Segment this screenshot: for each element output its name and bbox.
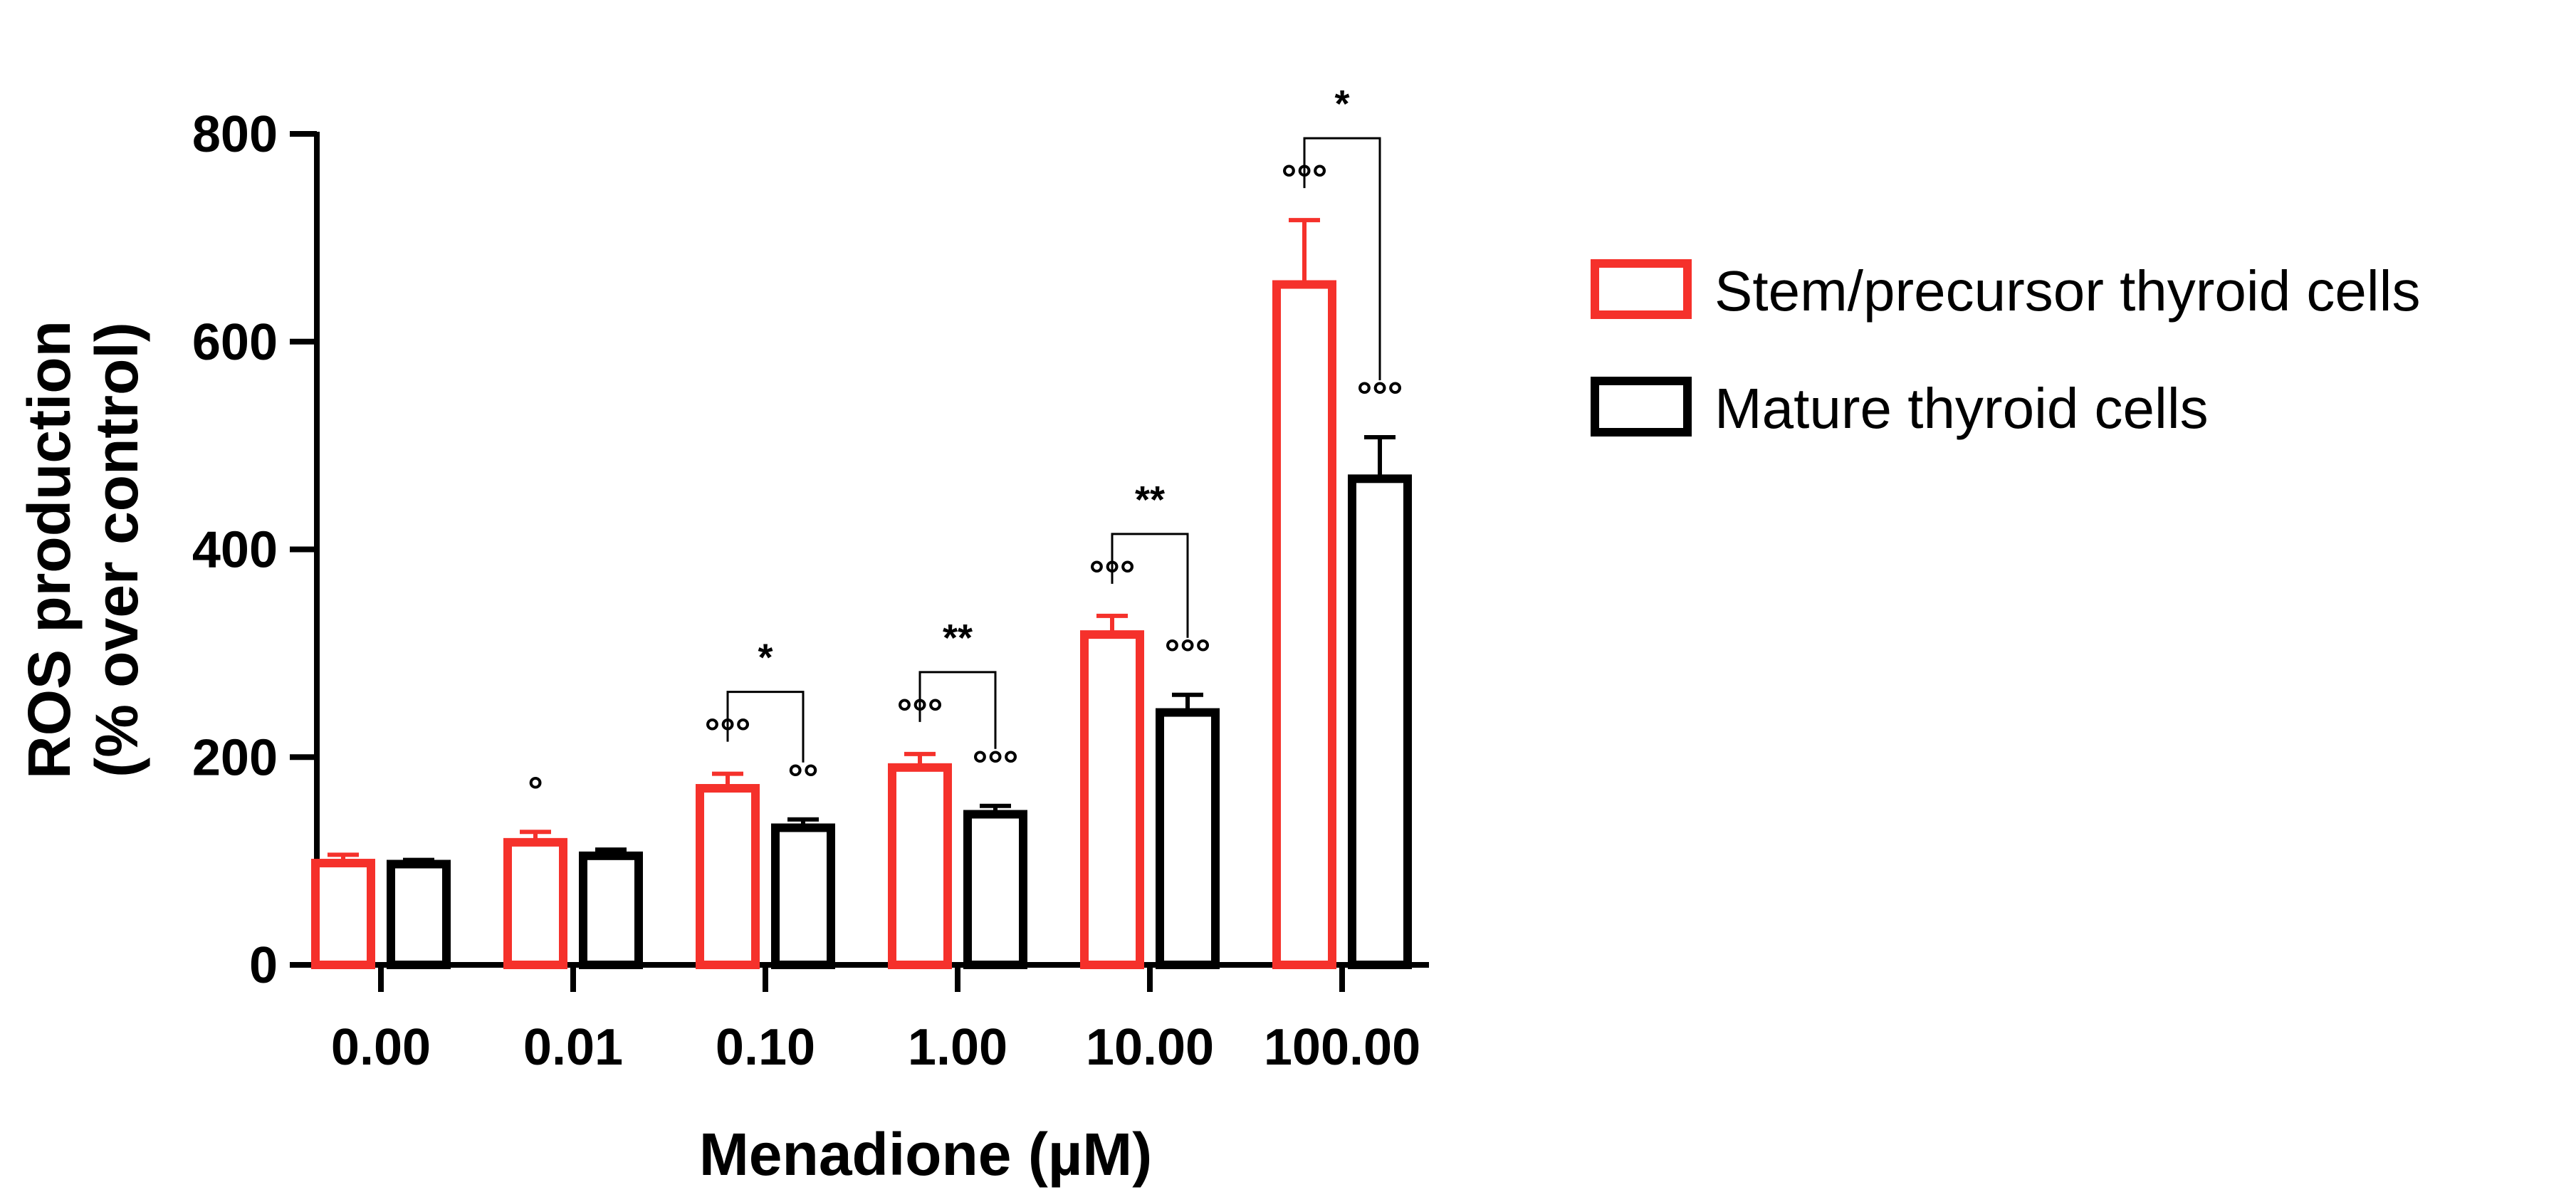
- y-tick-label: 800: [192, 106, 278, 163]
- significance-mark: °°°: [1165, 632, 1211, 675]
- significance-mark: °°°: [973, 743, 1019, 786]
- bar: [579, 851, 643, 970]
- bar: [503, 837, 567, 970]
- legend-label: Mature thyroid cells: [1714, 377, 2209, 440]
- x-tick-label: 100.00: [1264, 1019, 1420, 1076]
- y-tick-label: 400: [192, 522, 278, 579]
- bar: [1272, 280, 1336, 969]
- y-tick-label: 200: [192, 729, 278, 786]
- y-tick-label: 600: [192, 314, 278, 371]
- annotations: °°°° °°°°°°°°°°° °°°°°°°°°* *****: [528, 83, 1403, 812]
- x-tick-label: 0.01: [523, 1019, 623, 1076]
- bar: [771, 823, 835, 969]
- legend-swatch: [1591, 259, 1692, 319]
- bar: [963, 810, 1027, 969]
- bar: [1080, 630, 1144, 969]
- bar: [311, 859, 375, 969]
- x-tick-label: 1.00: [908, 1019, 1007, 1076]
- bars: [311, 218, 1412, 970]
- comparison-label: **: [943, 617, 973, 659]
- y-axis-title-line: (% over control): [83, 322, 150, 777]
- x-axis-title: Menadione (µM): [699, 1121, 1152, 1188]
- significance-mark: °: [528, 769, 543, 812]
- y-tick-label: 0: [249, 937, 278, 994]
- bar: [387, 859, 451, 969]
- comparison-bracket: [918, 671, 997, 749]
- x-tick-label: 0.00: [331, 1019, 431, 1076]
- bar: [888, 763, 952, 970]
- bar: [1156, 708, 1220, 969]
- bar: [696, 784, 760, 969]
- x-tick-label: 0.10: [716, 1019, 815, 1076]
- comparison-label: *: [1334, 83, 1349, 125]
- comparison-bracket: [726, 691, 805, 763]
- comparison-label: **: [1135, 479, 1165, 521]
- x-tick-label: 10.00: [1086, 1019, 1214, 1076]
- legend-swatch: [1591, 377, 1692, 437]
- comparison-bracket: [1303, 137, 1381, 380]
- legend-label: Stem/precursor thyroid cells: [1714, 259, 2420, 323]
- comparison-bracket: [1111, 533, 1189, 638]
- significance-mark: °°: [787, 757, 818, 800]
- y-axis: 0 200 400 600 800: [192, 106, 320, 994]
- bar: [1348, 474, 1412, 969]
- x-axis: 0.00 0.01 0.10 1.00 10.00 100.00: [314, 962, 1429, 1076]
- y-axis-title-text: ROS production(% over control): [16, 320, 150, 779]
- legend: Stem/precursor thyroid cells Mature thyro…: [1591, 259, 2420, 440]
- y-axis-title-line: ROS production: [16, 320, 83, 779]
- y-axis-title: ROS production(% over control): [16, 320, 150, 779]
- comparison-label: *: [758, 637, 773, 679]
- significance-mark: °°°: [1357, 375, 1403, 417]
